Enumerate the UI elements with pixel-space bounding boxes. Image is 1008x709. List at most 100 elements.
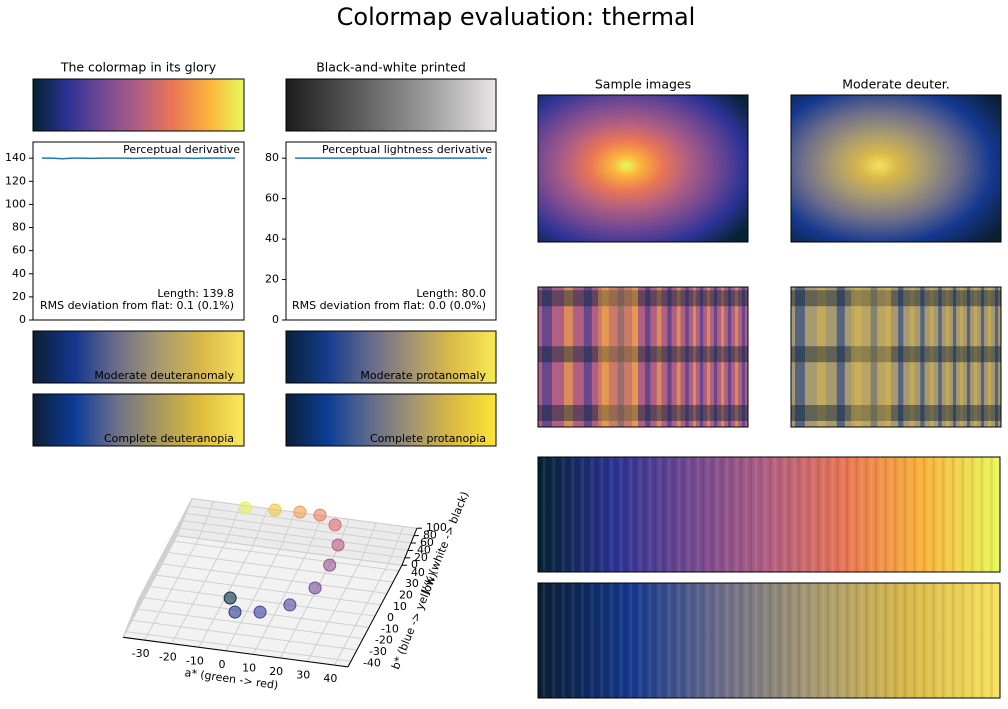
stripe	[629, 457, 632, 572]
grid-line	[179, 527, 406, 559]
stripe	[658, 583, 661, 698]
stripe	[836, 457, 839, 572]
stripe	[860, 583, 863, 698]
stripe	[566, 457, 570, 572]
stripe	[754, 457, 757, 572]
stripe	[898, 457, 902, 572]
stripe	[788, 583, 791, 698]
z-tick-label: 20	[414, 551, 428, 564]
stripe	[711, 583, 714, 698]
wave-band	[727, 287, 732, 427]
stripe	[576, 583, 579, 698]
stripe	[846, 457, 849, 572]
stripe	[975, 457, 979, 572]
grid-line	[167, 552, 394, 583]
stripe	[942, 457, 945, 572]
stripe	[735, 583, 738, 698]
stripe	[643, 457, 647, 572]
stripe	[961, 583, 964, 698]
point	[328, 518, 342, 532]
point	[238, 501, 252, 515]
y-tick-label: 60	[12, 244, 26, 257]
stripe	[586, 457, 589, 572]
stripe	[903, 457, 907, 572]
grid-line	[182, 520, 409, 551]
x-tick-label: 30	[296, 669, 310, 682]
stripe	[610, 457, 613, 572]
y-tick-label: 40	[12, 267, 26, 280]
y-tick-label: 100	[5, 197, 26, 210]
z-tick-label: 100	[426, 521, 447, 534]
grid-line	[185, 512, 412, 544]
stripe	[562, 583, 565, 698]
stripe	[894, 583, 897, 698]
stripe	[725, 457, 729, 572]
derivative-line	[42, 157, 235, 160]
wave-band	[791, 290, 1001, 307]
stripe	[749, 583, 753, 698]
colormap-strip	[285, 78, 497, 132]
stripe	[629, 583, 632, 698]
stripe	[720, 583, 724, 698]
stripe	[706, 583, 709, 698]
stripe	[966, 583, 969, 698]
stripe	[557, 583, 560, 698]
stripe	[807, 583, 810, 698]
stripe	[865, 583, 868, 698]
colormap-strip	[32, 330, 245, 384]
stripe	[841, 457, 844, 572]
stripe	[932, 457, 936, 572]
wave-band	[692, 287, 697, 427]
strip-label: Complete deuteranopia	[104, 432, 234, 445]
stripe	[643, 583, 647, 698]
stripe	[879, 583, 883, 698]
y-tick-label: 0	[272, 313, 279, 326]
annotation: RMS deviation from flat: 0.0 (0.0%)	[292, 299, 486, 312]
stripe	[802, 457, 806, 572]
stripe	[985, 457, 988, 572]
stripe	[802, 583, 806, 698]
wave-band	[973, 287, 978, 427]
x-tick-label: -20	[159, 651, 177, 664]
z-tick-label: 0	[411, 558, 418, 571]
x-axis	[122, 636, 349, 668]
stripe	[648, 457, 652, 572]
stripe	[985, 583, 988, 698]
y-tick-label: 20	[399, 588, 413, 601]
wave-base	[791, 287, 1001, 427]
stripe	[538, 457, 541, 572]
stripe	[696, 457, 700, 572]
wave-band	[870, 287, 878, 427]
stripe	[749, 457, 753, 572]
grid-line	[387, 526, 404, 564]
stripe	[740, 583, 743, 698]
stripe	[855, 457, 859, 572]
stripe	[812, 583, 815, 698]
stripe	[571, 457, 575, 572]
stripe	[879, 457, 883, 572]
wave-band	[791, 346, 1001, 363]
stripe	[648, 583, 652, 698]
stripe	[682, 457, 685, 572]
point	[283, 598, 297, 612]
stripe	[884, 583, 887, 698]
wave-band	[898, 287, 904, 427]
wave-band	[980, 287, 985, 427]
grid-line	[161, 563, 388, 594]
stripe	[590, 457, 594, 572]
stripe	[716, 583, 719, 698]
stripe-frame	[537, 456, 1001, 573]
strip-label: Complete protanopia	[370, 432, 486, 445]
x-axis-label: a* (green -> red)	[184, 666, 279, 692]
x-tick-label: 40	[323, 672, 337, 685]
stripe	[961, 457, 964, 572]
stripe	[778, 457, 782, 572]
stripe	[980, 457, 984, 572]
stripe	[971, 457, 974, 572]
stripe	[918, 583, 921, 698]
stripe	[624, 457, 628, 572]
stripe	[821, 583, 825, 698]
stripe	[701, 457, 705, 572]
